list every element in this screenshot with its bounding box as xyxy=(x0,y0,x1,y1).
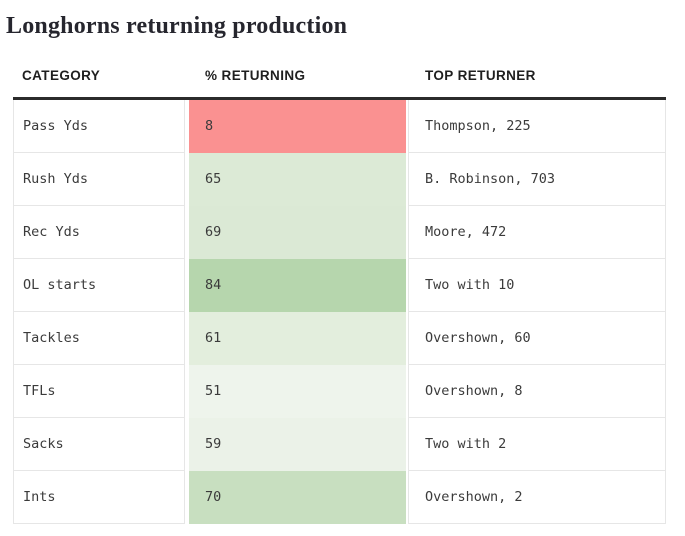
category-cell: Sacks xyxy=(13,417,184,471)
page-container: Longhorns returning production CATEGORY … xyxy=(6,13,666,524)
pct-returning-cell: 61 xyxy=(184,311,409,365)
heat-fill: 84 xyxy=(189,258,406,312)
header-row: CATEGORY % RETURNING TOP RETURNER xyxy=(13,64,666,100)
pct-returning-cell: 65 xyxy=(184,152,409,206)
heat-fill: 69 xyxy=(189,205,406,259)
top-returner-cell: B. Robinson, 703 xyxy=(409,152,666,206)
table-row: Pass Yds 8 Thompson, 225 xyxy=(13,99,666,153)
top-returner-cell: Thompson, 225 xyxy=(409,99,666,153)
category-cell: Rush Yds xyxy=(13,152,184,206)
pct-value: 70 xyxy=(205,489,222,506)
pct-returning-cell: 84 xyxy=(184,258,409,312)
category-cell: Tackles xyxy=(13,311,184,365)
top-returner-cell: Overshown, 8 xyxy=(409,364,666,418)
pct-value: 69 xyxy=(205,224,222,241)
pct-value: 61 xyxy=(205,330,222,347)
category-cell: Ints xyxy=(13,470,184,524)
top-returner-cell: Two with 2 xyxy=(409,417,666,471)
table-row: Sacks 59 Two with 2 xyxy=(13,417,666,471)
table-row: Rush Yds 65 B. Robinson, 703 xyxy=(13,152,666,206)
pct-returning-cell: 8 xyxy=(184,99,409,153)
pct-value: 59 xyxy=(205,436,222,453)
page-title: Longhorns returning production xyxy=(6,13,348,39)
pct-returning-cell: 59 xyxy=(184,417,409,471)
pct-value: 84 xyxy=(205,277,222,294)
pct-value: 51 xyxy=(205,383,222,400)
heat-fill: 61 xyxy=(189,311,406,365)
table-header: CATEGORY % RETURNING TOP RETURNER xyxy=(13,64,666,100)
column-header-pct-returning: % RETURNING xyxy=(184,64,409,100)
category-cell: OL starts xyxy=(13,258,184,312)
table-row: OL starts 84 Two with 10 xyxy=(13,258,666,312)
category-cell: Pass Yds xyxy=(13,99,184,153)
top-returner-cell: Two with 10 xyxy=(409,258,666,312)
column-header-category: CATEGORY xyxy=(13,64,184,100)
pct-returning-cell: 69 xyxy=(184,205,409,259)
heat-fill: 59 xyxy=(189,417,406,471)
category-cell: TFLs xyxy=(13,364,184,418)
heat-fill: 8 xyxy=(189,99,406,153)
category-cell: Rec Yds xyxy=(13,205,184,259)
table-row: Ints 70 Overshown, 2 xyxy=(13,470,666,524)
table-row: TFLs 51 Overshown, 8 xyxy=(13,364,666,418)
pct-value: 8 xyxy=(205,118,214,135)
returning-production-table: CATEGORY % RETURNING TOP RETURNER Pass Y… xyxy=(13,64,666,524)
pct-returning-cell: 70 xyxy=(184,470,409,524)
heat-fill: 65 xyxy=(189,152,406,206)
top-returner-cell: Moore, 472 xyxy=(409,205,666,259)
heat-fill: 70 xyxy=(189,470,406,524)
pct-value: 65 xyxy=(205,171,222,188)
table-row: Tackles 61 Overshown, 60 xyxy=(13,311,666,365)
top-returner-cell: Overshown, 2 xyxy=(409,470,666,524)
pct-returning-cell: 51 xyxy=(184,364,409,418)
table-body: Pass Yds 8 Thompson, 225 Rush Yds 65 B. … xyxy=(13,99,666,524)
column-header-top-returner: TOP RETURNER xyxy=(409,64,666,100)
heat-fill: 51 xyxy=(189,364,406,418)
table-row: Rec Yds 69 Moore, 472 xyxy=(13,205,666,259)
top-returner-cell: Overshown, 60 xyxy=(409,311,666,365)
